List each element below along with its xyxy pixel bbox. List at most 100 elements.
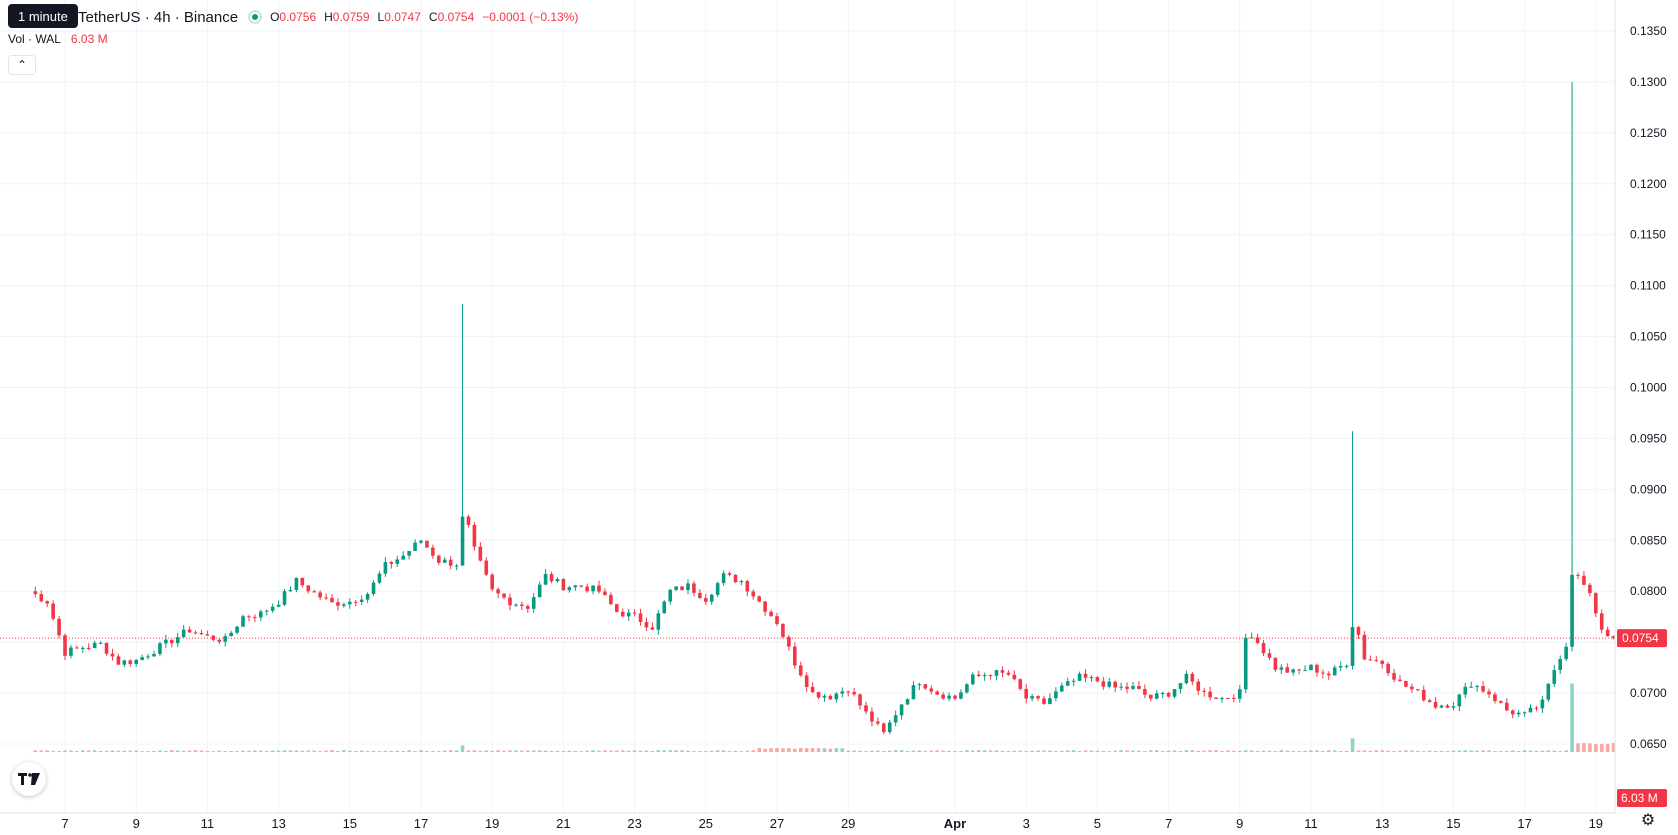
market-status-icon[interactable] <box>248 10 263 24</box>
candle-body <box>1267 653 1272 658</box>
time-tick-label: 21 <box>556 816 570 831</box>
candle-body <box>994 670 999 676</box>
volume-bar <box>170 750 174 752</box>
candle-body <box>745 581 750 592</box>
volume-bar <box>555 750 560 752</box>
volume-bar <box>431 751 435 752</box>
candle-body <box>407 550 411 556</box>
volume-bar <box>1416 750 1420 752</box>
candle-body <box>1012 674 1017 680</box>
candle-body <box>1065 681 1070 686</box>
collapse-legend-button[interactable]: ⌃ <box>8 55 36 75</box>
candle-body <box>852 691 856 695</box>
candle-body <box>1534 707 1539 709</box>
volume-bar <box>988 750 993 752</box>
candle-body <box>1564 646 1568 660</box>
candle-body <box>668 589 672 602</box>
candle-body <box>324 597 328 599</box>
candle-body <box>1048 698 1052 704</box>
candle-body <box>247 616 251 618</box>
candle-body <box>751 591 756 597</box>
candle-body <box>882 723 886 733</box>
candle-body <box>122 660 127 665</box>
volume-bar <box>193 750 198 752</box>
low-label: L <box>377 10 385 24</box>
volume-bar <box>828 748 833 752</box>
volume-bars <box>33 683 1616 752</box>
candle-body <box>1184 673 1189 684</box>
time-tick-label: 19 <box>485 816 499 831</box>
chart-grid <box>0 0 1615 813</box>
candle-body <box>1303 670 1307 672</box>
candle-body <box>947 695 951 699</box>
volume-bar <box>864 751 868 752</box>
candle-body <box>1510 710 1515 715</box>
candle-body <box>270 606 275 611</box>
candle-body <box>401 555 405 560</box>
price-tick-label: 0.0850 <box>1630 533 1667 547</box>
volume-bar <box>1386 750 1390 752</box>
candle-body <box>193 632 198 634</box>
volume-bar <box>1576 743 1580 752</box>
volume-bar <box>187 750 192 752</box>
open-label: O <box>270 10 280 24</box>
tradingview-logo-icon[interactable] <box>12 762 46 796</box>
candle-body <box>626 612 631 617</box>
change-value: −0.0001 (−0.13%) <box>482 10 579 24</box>
volume-bar <box>371 751 376 752</box>
volume-bar <box>211 751 216 752</box>
candle-body <box>1030 696 1034 699</box>
candle-body <box>858 694 862 706</box>
candle-body <box>241 616 245 627</box>
volume-bar <box>935 750 939 752</box>
volume-bar <box>92 750 97 752</box>
symbol-title[interactable]: TetherUS · 4h · Binance <box>78 8 239 26</box>
time-tick-label: 17 <box>1517 816 1531 831</box>
volume-bar <box>75 751 79 752</box>
volume-bar <box>330 750 334 752</box>
candle-body <box>1297 669 1301 671</box>
volume-bar <box>929 750 934 752</box>
candle-body <box>223 636 227 642</box>
volume-bar <box>1315 750 1319 752</box>
volume-bar <box>638 750 643 752</box>
volume-value: 6.03 M <box>70 32 108 46</box>
price-tick-label: 0.1350 <box>1630 24 1667 38</box>
candle-body <box>1291 669 1295 673</box>
candle-body <box>876 721 880 724</box>
volume-bar <box>1243 750 1248 752</box>
volume-bar <box>1588 743 1592 752</box>
volume-bar <box>953 750 957 752</box>
volume-bar <box>709 751 714 752</box>
time-tick-label: 9 <box>133 816 140 831</box>
volume-bar <box>1238 750 1242 752</box>
candle-body <box>39 594 44 602</box>
candle-body <box>1054 691 1058 699</box>
gear-icon[interactable]: ⚙ <box>1640 812 1656 829</box>
candle-body <box>1570 574 1574 647</box>
candle-body <box>1338 666 1343 668</box>
volume-bar <box>1570 683 1574 752</box>
volume-legend: Vol · WAL 6.03 M <box>8 32 108 46</box>
candle-body <box>57 618 61 636</box>
candle-body <box>348 601 352 605</box>
volume-label[interactable]: Vol · WAL <box>8 32 61 46</box>
candle-body <box>597 585 601 592</box>
candle-body <box>253 617 257 619</box>
candle-body <box>1149 694 1153 699</box>
candle-body <box>1398 679 1402 681</box>
candle-body <box>816 692 821 698</box>
candle-body <box>235 626 239 633</box>
volume-bar <box>514 750 518 752</box>
price-tick-label: 0.1100 <box>1630 279 1666 293</box>
volume-bar <box>1012 750 1017 752</box>
volume-bar <box>965 750 969 752</box>
volume-bar <box>1154 750 1159 752</box>
candle-body <box>425 540 429 548</box>
volume-bar <box>1344 750 1349 752</box>
volume-bar <box>620 750 625 752</box>
volume-bar <box>377 751 382 752</box>
volume-bar <box>247 750 251 752</box>
volume-bar <box>1065 750 1070 752</box>
